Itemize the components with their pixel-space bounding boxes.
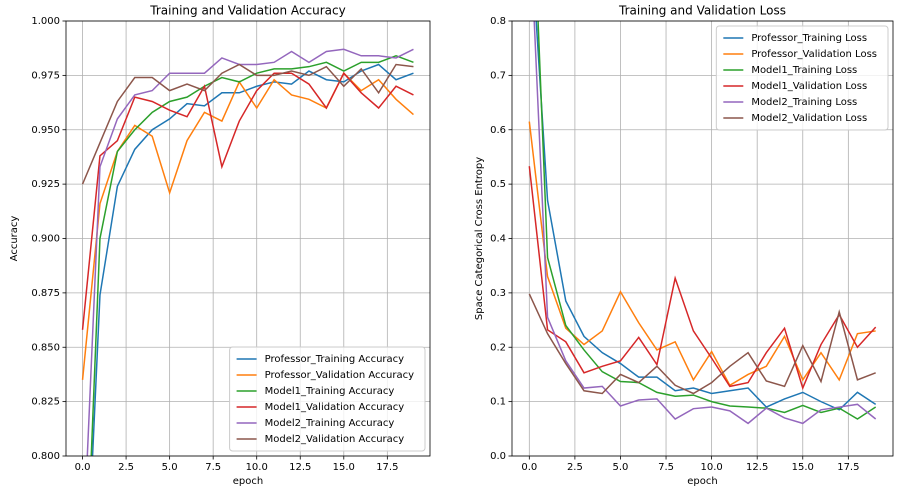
y-tick-label: 0.4: [490, 234, 506, 245]
x-tick-label: 5.0: [613, 462, 629, 473]
y-tick-label: 0.8: [490, 16, 506, 27]
legend-box: [229, 346, 426, 452]
chart: Training and Validation Loss 0.0 2.5 5.0 7.5…: [474, 4, 894, 487]
chart: Training and Validation Accuracy 0.0 2.5 5.…: [9, 4, 431, 487]
x-tick-label: 0.0: [75, 462, 91, 473]
y-tick-label: 0.875: [31, 288, 60, 299]
legend-label: Model2_Training Accuracy: [265, 418, 395, 429]
legend-label: Model1_Training Accuracy: [265, 386, 395, 397]
x-tick-label: 10.0: [700, 462, 722, 473]
legend-label: Model1_Validation Loss: [751, 81, 867, 92]
lines: [528, 21, 877, 425]
series-line: [528, 166, 877, 391]
legend-label: Model2_Training Loss: [751, 97, 857, 108]
x-tick-label: 17.5: [837, 462, 859, 473]
x-tick-label: 12.5: [746, 462, 768, 473]
legend-label: Professor_Validation Loss: [751, 49, 877, 60]
x-tick-label: 7.5: [658, 462, 674, 473]
legend: Professor_Training Loss Professor_Validat…: [715, 25, 889, 131]
x-axis-label: epoch: [233, 476, 263, 487]
series-line: [90, 54, 414, 456]
x-tick-label: 15.0: [333, 462, 355, 473]
y-tick-label: 0.1: [490, 397, 506, 408]
chart-title: Training and Validation Loss: [618, 4, 786, 18]
y-tick-label: 0.850: [31, 342, 60, 353]
series-line: [81, 71, 414, 330]
plot-frame: [511, 20, 894, 457]
y-axis-label: Accuracy: [9, 216, 20, 262]
series-line: [81, 71, 414, 380]
y-tick-label: 0.975: [31, 70, 60, 81]
y-tick-label: 0.900: [31, 234, 60, 245]
series-line: [81, 63, 414, 185]
series-line: [528, 121, 876, 387]
x-tick-label: 2.5: [118, 462, 134, 473]
y-tick-label: 1.000: [31, 16, 60, 27]
x-tick-label: 15.0: [792, 462, 814, 473]
x-tick-label: 7.5: [205, 462, 221, 473]
legend-label: Model2_Validation Loss: [751, 113, 867, 124]
legend-label: Professor_Training Loss: [751, 33, 867, 44]
legend-label: Model2_Validation Accuracy: [265, 434, 405, 445]
lines: [81, 48, 414, 456]
legend-label: Professor_Training Accuracy: [265, 354, 405, 365]
series-line: [533, 21, 877, 425]
x-tick-label: 2.5: [567, 462, 583, 473]
y-tick-label: 0.7: [490, 70, 506, 81]
series-line: [535, 21, 877, 411]
y-tick-label: 0.2: [490, 342, 506, 353]
y-tick-label: 0.3: [490, 288, 506, 299]
legend: Professor_Training Accuracy Professor_Val…: [229, 346, 426, 452]
series-line: [528, 293, 876, 395]
x-tick-label: 12.5: [289, 462, 311, 473]
series-line: [91, 63, 414, 456]
x-tick-label: 17.5: [376, 462, 398, 473]
x-axis-label: epoch: [687, 476, 717, 487]
x-tick-label: 5.0: [162, 462, 178, 473]
y-tick-label: 0.800: [31, 451, 60, 462]
y-tick-label: 0.6: [490, 125, 506, 136]
series-line: [86, 48, 414, 456]
y-tick-label: 0.925: [31, 179, 60, 190]
plot-frame: [65, 20, 431, 457]
legend-box: [715, 25, 889, 131]
y-axis-label: Space Categorical Cross Entropy: [474, 157, 485, 320]
chart-title: Training and Validation Accuracy: [149, 4, 345, 18]
y-tick-label: 0.950: [31, 125, 60, 136]
x-tick-label: 0.0: [521, 462, 537, 473]
y-tick-label: 0.0: [490, 451, 506, 462]
legend-label: Model1_Validation Accuracy: [265, 402, 405, 413]
y-tick-label: 0.825: [31, 397, 60, 408]
legend-label: Professor_Validation Accuracy: [265, 370, 414, 381]
x-tick-label: 10.0: [246, 462, 268, 473]
legend-label: Model1_Training Loss: [751, 65, 857, 76]
y-tick-label: 0.5: [490, 179, 506, 190]
